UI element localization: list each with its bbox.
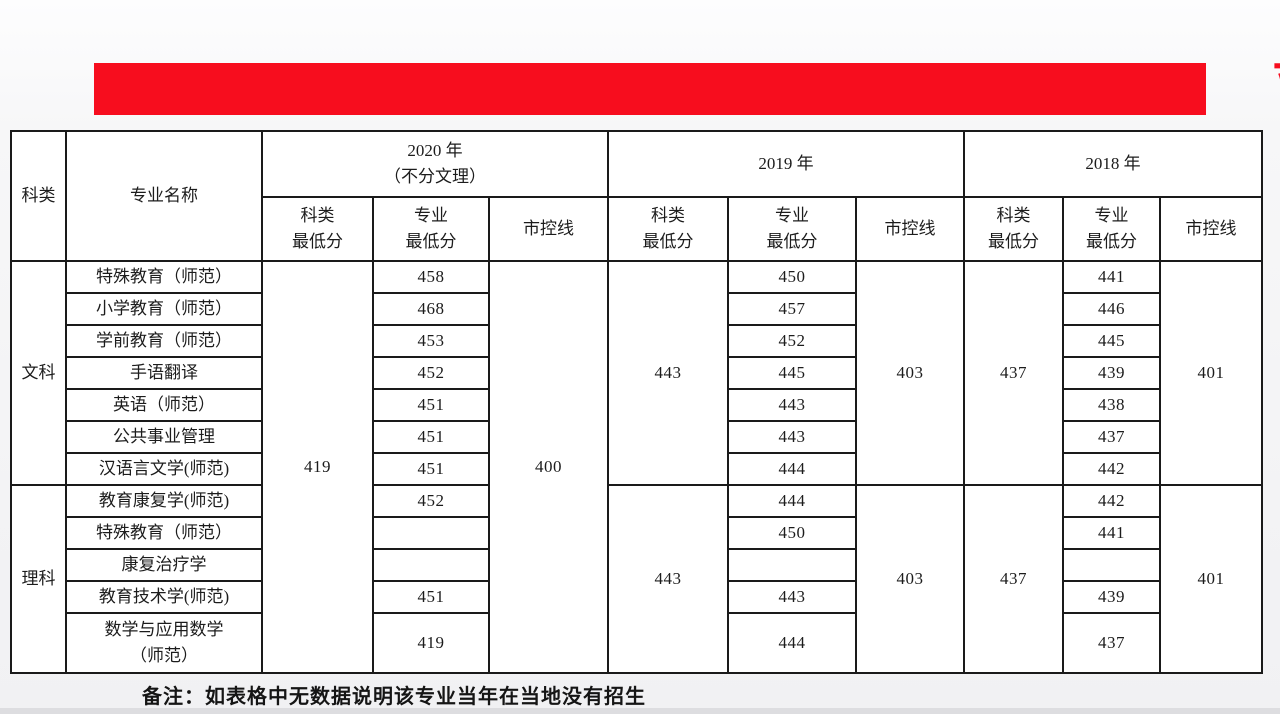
cell-2018-major-min xyxy=(1062,548,1162,582)
cell-2019-major-min: 443 xyxy=(727,580,858,614)
cell-major: 特殊教育（师范） xyxy=(65,260,263,294)
cell-2018-major-min: 441 xyxy=(1062,260,1162,294)
group-label-wenke: 文科 xyxy=(10,260,67,486)
subheader-major-min-2018: 专业 最低分 xyxy=(1062,196,1162,262)
cell-2019-major-min: 450 xyxy=(727,516,858,550)
subheader-major-min-2019: 专业 最低分 xyxy=(727,196,858,262)
table-row: 教育技术学(师范) 451 443 439 xyxy=(11,580,1262,614)
cell-major: 手语翻译 xyxy=(65,356,263,390)
subheader-category-min-2020: 科类 最低分 xyxy=(261,196,374,262)
cell-2020-major-min: 419 xyxy=(372,612,490,674)
cell-2020-major-min: 468 xyxy=(372,292,490,326)
cell-2020-major-min xyxy=(372,516,490,550)
subheader-control-line-2020: 市控线 xyxy=(487,196,610,262)
col-header-2020: 2020 年 （不分文理） xyxy=(260,130,610,198)
table-row: 数学与应用数学 （师范） 419 444 437 xyxy=(11,612,1262,674)
cell-2018-category-min-li: 437 xyxy=(963,484,1065,674)
cell-2019-control-line-wen: 403 xyxy=(855,260,966,486)
col-header-category: 科类 xyxy=(10,130,67,262)
cell-2019-major-min: 452 xyxy=(727,324,858,358)
cell-major: 汉语言文学(师范) xyxy=(65,452,263,486)
cell-2018-major-min: 441 xyxy=(1062,516,1162,550)
cell-2020-control-line: 400 xyxy=(487,260,610,674)
table-row: 公共事业管理 451 443 437 xyxy=(11,420,1262,454)
cell-2018-major-min: 439 xyxy=(1062,580,1162,614)
col-header-2018: 2018 年 xyxy=(963,130,1264,198)
subheader-control-line-2018: 市控线 xyxy=(1159,196,1264,262)
cell-2019-major-min: 444 xyxy=(727,452,858,486)
subheader-control-line-2019: 市控线 xyxy=(855,196,966,262)
title-banner: 育 xyxy=(94,58,1280,115)
cell-2019-major-min: 445 xyxy=(727,356,858,390)
header-row-years: 科类 专业名称 2020 年 （不分文理） 2019 年 2018 年 xyxy=(10,130,1264,262)
subheader-category-min-2018: 科类 最低分 xyxy=(963,196,1065,262)
col-header-major: 专业名称 xyxy=(65,130,263,262)
banner-edge-glyph: 育 xyxy=(1176,57,1280,121)
cell-2020-major-min: 451 xyxy=(372,388,490,422)
cell-2020-major-min xyxy=(372,548,490,582)
table-row: 手语翻译 452 445 439 xyxy=(11,356,1262,390)
cell-2020-major-min: 451 xyxy=(372,452,490,486)
cell-2018-major-min: 445 xyxy=(1062,324,1162,358)
table-row: 小学教育（师范） 468 457 446 xyxy=(11,292,1262,326)
cell-major: 英语（师范） xyxy=(65,388,263,422)
cell-2018-category-min-wen: 437 xyxy=(963,260,1065,486)
cell-2020-major-min: 452 xyxy=(372,484,490,518)
cell-2020-major-min: 451 xyxy=(372,580,490,614)
subheader-category-min-2019: 科类 最低分 xyxy=(607,196,730,262)
cell-major: 小学教育（师范） xyxy=(65,292,263,326)
table-row: 康复治疗学 xyxy=(11,548,1262,582)
cell-2019-major-min: 450 xyxy=(727,260,858,294)
cell-2018-major-min: 437 xyxy=(1062,420,1162,454)
cell-2019-control-line-li: 403 xyxy=(855,484,966,674)
cell-2018-control-line-wen: 401 xyxy=(1159,260,1264,486)
cell-2018-major-min: 438 xyxy=(1062,388,1162,422)
cell-2019-category-min-wen: 443 xyxy=(607,260,730,486)
cell-2019-major-min: 444 xyxy=(727,612,858,674)
header-row-subcolumns: 科类 最低分 专业 最低分 市控线 科类 最低分 专业 最低分 市控线 科类 最… xyxy=(11,196,1264,262)
group-label-like: 理科 xyxy=(10,484,67,674)
cell-major: 数学与应用数学 （师范） xyxy=(65,612,263,674)
col-header-2019: 2019 年 xyxy=(607,130,966,198)
table-row: 学前教育（师范） 453 452 445 xyxy=(11,324,1262,358)
cell-2019-major-min: 443 xyxy=(727,388,858,422)
cell-2019-major-min xyxy=(727,548,858,582)
cell-2020-major-min: 458 xyxy=(372,260,490,294)
subheader-major-min-2020: 专业 最低分 xyxy=(372,196,490,262)
bottom-edge-strip xyxy=(0,708,1280,714)
cell-2019-category-min-li: 443 xyxy=(607,484,730,674)
cell-major: 教育技术学(师范) xyxy=(65,580,263,614)
cell-2019-major-min: 443 xyxy=(727,420,858,454)
cell-major: 特殊教育（师范） xyxy=(65,516,263,550)
table-row: 汉语言文学(师范) 451 444 442 xyxy=(11,452,1262,486)
cell-2018-control-line-li: 401 xyxy=(1159,484,1264,674)
table-row: 特殊教育（师范） 450 441 xyxy=(11,516,1262,550)
cell-2020-major-min: 452 xyxy=(372,356,490,390)
table-row: 英语（师范） 451 443 438 xyxy=(11,388,1262,422)
cell-2018-major-min: 437 xyxy=(1062,612,1162,674)
cell-2019-major-min: 457 xyxy=(727,292,858,326)
cell-2019-major-min: 444 xyxy=(727,484,858,518)
cell-2020-major-min: 451 xyxy=(372,420,490,454)
cell-2020-major-min: 453 xyxy=(372,324,490,358)
cell-2018-major-min: 439 xyxy=(1062,356,1162,390)
cell-major: 学前教育（师范） xyxy=(65,324,263,358)
admission-score-table: 科类 专业名称 2020 年 （不分文理） 2019 年 2018 年 科类 最… xyxy=(10,130,1264,674)
cell-major: 公共事业管理 xyxy=(65,420,263,454)
cell-2018-major-min: 442 xyxy=(1062,452,1162,486)
cell-2020-category-min: 419 xyxy=(261,260,374,674)
cell-major: 康复治疗学 xyxy=(65,548,263,582)
cell-2018-major-min: 446 xyxy=(1062,292,1162,326)
table-row: 文科 特殊教育（师范） 419 458 400 443 450 403 437 … xyxy=(10,260,1264,674)
cell-2018-major-min: 442 xyxy=(1062,484,1162,518)
footnote: 备注：如表格中无数据说明该专业当年在当地没有招生 xyxy=(142,686,646,708)
cell-major: 教育康复学(师范) xyxy=(65,484,263,518)
table-row: 理科 教育康复学(师范) 452 443 444 403 437 442 401 xyxy=(10,484,1264,674)
